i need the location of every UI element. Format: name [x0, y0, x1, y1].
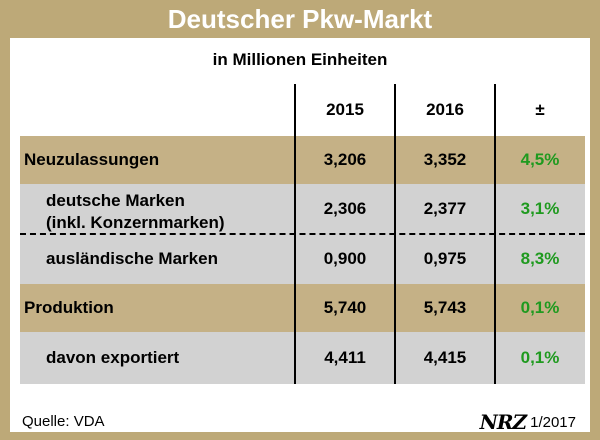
chart-title: Deutscher Pkw-Markt: [167, 4, 433, 34]
value-2016: 2,377: [423, 199, 467, 218]
column-divider: [294, 84, 296, 384]
row-label: Neuzulassungen: [24, 150, 160, 169]
nrz-logo: NRZ: [479, 410, 528, 434]
table-row-deutsche-marken: deutsche Marken (inkl. Konzernmarken) 2,…: [20, 184, 585, 234]
value-2016: 5,743: [423, 298, 467, 317]
data-table: 2015 2016 ± Neuzulassungen 3,206 3,352 4…: [20, 84, 585, 424]
row-label: Produktion: [24, 298, 114, 317]
publication-date: 1/2017: [530, 413, 576, 431]
source-note: Quelle: VDA: [22, 413, 105, 430]
value-change: 3,1%: [520, 199, 560, 218]
value-change: 0,1%: [520, 298, 560, 317]
chart-panel: in Millionen Einheiten 2015 2016 ± Neuzu…: [10, 38, 590, 434]
table-row-davon-exportiert: davon exportiert 4,411 4,415 0,1%: [20, 332, 585, 384]
value-change: 8,3%: [520, 249, 560, 268]
value-change: 0,1%: [520, 348, 560, 367]
value-2015: 0,900: [323, 249, 367, 268]
row-label: deutsche Marken (inkl. Konzernmarken): [20, 184, 295, 234]
column-divider: [394, 84, 396, 384]
value-2015: 3,206: [323, 150, 367, 169]
column-header-change: ±: [535, 100, 545, 119]
column-header-2016: 2016: [426, 100, 464, 119]
row-label-line2: (inkl. Konzernmarken): [46, 213, 225, 232]
column-header-2015: 2015: [326, 100, 364, 119]
table-row-auslaendische-marken: ausländische Marken 0,900 0,975 8,3%: [20, 234, 585, 284]
row-label: ausländische Marken: [46, 249, 218, 268]
row-label-line1: deutsche Marken: [46, 191, 185, 210]
value-2016: 3,352: [423, 150, 467, 169]
table-row-produktion: Produktion 5,740 5,743 0,1%: [20, 284, 585, 332]
value-2015: 2,306: [323, 199, 367, 218]
row-separator: [20, 233, 585, 235]
value-change: 4,5%: [520, 150, 560, 169]
value-2016: 0,975: [423, 249, 467, 268]
row-label: davon exportiert: [46, 348, 180, 367]
table-row-neuzulassungen: Neuzulassungen 3,206 3,352 4,5%: [20, 136, 585, 184]
chart-subtitle: in Millionen Einheiten: [212, 50, 388, 69]
publisher-mark: NRZ 1/2017: [480, 410, 576, 434]
value-2016: 4,415: [423, 348, 467, 367]
column-divider: [494, 84, 496, 384]
value-2015: 4,411: [324, 348, 366, 367]
value-2015: 5,740: [323, 298, 367, 317]
header-row: 2015 2016 ±: [20, 84, 585, 136]
